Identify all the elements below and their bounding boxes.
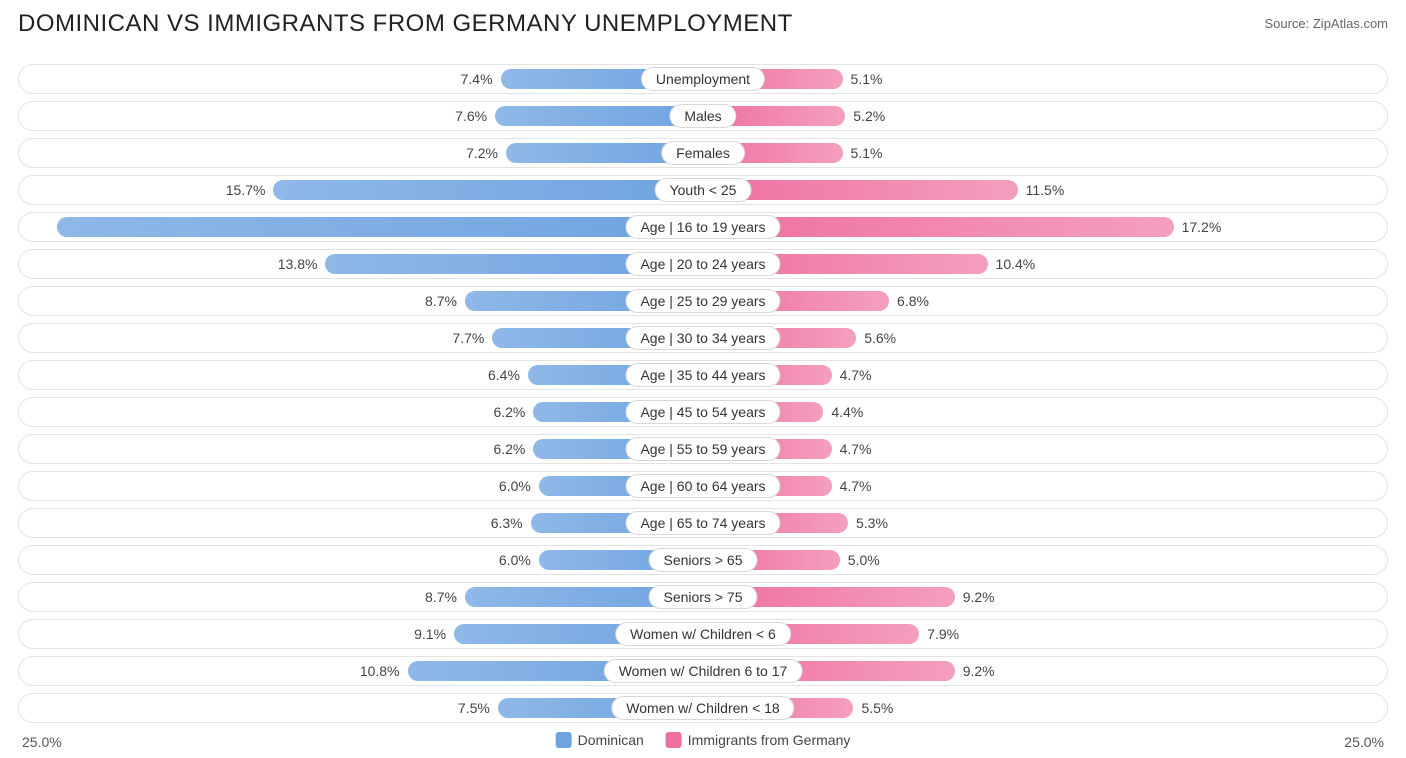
value-right: 4.7% bbox=[840, 361, 872, 389]
legend-swatch-right bbox=[666, 732, 682, 748]
value-left: 13.8% bbox=[278, 250, 318, 278]
source-label: Source: ZipAtlas.com bbox=[1264, 16, 1388, 31]
bar-left bbox=[273, 180, 703, 200]
value-left: 6.2% bbox=[493, 435, 525, 463]
category-label: Age | 16 to 19 years bbox=[625, 215, 780, 239]
category-label: Age | 45 to 54 years bbox=[625, 400, 780, 424]
chart-title: DOMINICAN VS IMMIGRANTS FROM GERMANY UNE… bbox=[18, 10, 793, 38]
category-label: Unemployment bbox=[641, 67, 765, 91]
chart-row: 7.4% 5.1% Unemployment bbox=[18, 64, 1388, 94]
chart-row: 6.4% 4.7% Age | 35 to 44 years bbox=[18, 360, 1388, 390]
value-left: 6.0% bbox=[499, 546, 531, 574]
category-label: Age | 30 to 34 years bbox=[625, 326, 780, 350]
category-label: Age | 55 to 59 years bbox=[625, 437, 780, 461]
chart-row: 6.2% 4.4% Age | 45 to 54 years bbox=[18, 397, 1388, 427]
value-left: 6.0% bbox=[499, 472, 531, 500]
value-right: 5.6% bbox=[864, 324, 896, 352]
value-right: 5.2% bbox=[853, 102, 885, 130]
legend-swatch-left bbox=[556, 732, 572, 748]
value-left: 15.7% bbox=[226, 176, 266, 204]
chart-row: 8.7% 6.8% Age | 25 to 29 years bbox=[18, 286, 1388, 316]
chart-row: 7.7% 5.6% Age | 30 to 34 years bbox=[18, 323, 1388, 353]
value-left: 7.6% bbox=[455, 102, 487, 130]
chart-row: 6.0% 4.7% Age | 60 to 64 years bbox=[18, 471, 1388, 501]
value-left: 6.2% bbox=[493, 398, 525, 426]
category-label: Age | 60 to 64 years bbox=[625, 474, 780, 498]
value-right: 4.7% bbox=[840, 472, 872, 500]
chart-header: DOMINICAN VS IMMIGRANTS FROM GERMANY UNE… bbox=[18, 10, 1388, 38]
axis-right-max: 25.0% bbox=[1344, 734, 1384, 750]
category-label: Women w/ Children 6 to 17 bbox=[604, 659, 803, 683]
legend-label-left: Dominican bbox=[578, 732, 644, 748]
value-right: 4.4% bbox=[831, 398, 863, 426]
legend-item-right: Immigrants from Germany bbox=[666, 732, 851, 748]
value-right: 4.7% bbox=[840, 435, 872, 463]
value-right: 5.1% bbox=[851, 65, 883, 93]
category-label: Seniors > 75 bbox=[649, 585, 758, 609]
category-label: Females bbox=[661, 141, 745, 165]
category-label: Males bbox=[669, 104, 736, 128]
axis-left-max: 25.0% bbox=[22, 734, 62, 750]
legend: Dominican Immigrants from Germany bbox=[556, 732, 851, 748]
value-right: 6.8% bbox=[897, 287, 929, 315]
value-right: 9.2% bbox=[963, 657, 995, 685]
value-right: 17.2% bbox=[1182, 213, 1222, 241]
legend-item-left: Dominican bbox=[556, 732, 644, 748]
value-left: 8.7% bbox=[425, 287, 457, 315]
category-label: Women w/ Children < 18 bbox=[611, 696, 794, 720]
bar-left bbox=[57, 217, 703, 237]
chart-row: 8.7% 9.2% Seniors > 75 bbox=[18, 582, 1388, 612]
chart-footer: 25.0% Dominican Immigrants from Germany … bbox=[18, 730, 1388, 758]
category-label: Age | 35 to 44 years bbox=[625, 363, 780, 387]
value-right: 5.0% bbox=[848, 546, 880, 574]
chart-row: 23.6%17.2%Age | 16 to 19 years bbox=[18, 212, 1388, 242]
value-left: 7.2% bbox=[466, 139, 498, 167]
value-left: 10.8% bbox=[360, 657, 400, 685]
value-left: 9.1% bbox=[414, 620, 446, 648]
chart-row: 9.1% 7.9% Women w/ Children < 6 bbox=[18, 619, 1388, 649]
diverging-bar-chart: 7.4% 5.1% Unemployment 7.6% 5.2% Males 7.2% 5.1… bbox=[18, 64, 1388, 723]
chart-row: 7.6% 5.2% Males bbox=[18, 101, 1388, 131]
value-left: 7.4% bbox=[461, 65, 493, 93]
category-label: Age | 20 to 24 years bbox=[625, 252, 780, 276]
category-label: Women w/ Children < 6 bbox=[615, 622, 791, 646]
value-right: 5.3% bbox=[856, 509, 888, 537]
chart-row: 15.7% 11.5% Youth < 25 bbox=[18, 175, 1388, 205]
value-right: 10.4% bbox=[996, 250, 1036, 278]
value-left: 7.7% bbox=[452, 324, 484, 352]
value-right: 11.5% bbox=[1026, 176, 1065, 204]
value-left: 6.4% bbox=[488, 361, 520, 389]
value-left: 7.5% bbox=[458, 694, 490, 722]
value-left: 6.3% bbox=[491, 509, 523, 537]
chart-row: 6.0% 5.0% Seniors > 65 bbox=[18, 545, 1388, 575]
value-right: 5.5% bbox=[861, 694, 893, 722]
chart-row: 13.8% 10.4% Age | 20 to 24 years bbox=[18, 249, 1388, 279]
value-right: 7.9% bbox=[927, 620, 959, 648]
chart-row: 10.8% 9.2% Women w/ Children 6 to 17 bbox=[18, 656, 1388, 686]
value-left: 8.7% bbox=[425, 583, 457, 611]
category-label: Age | 25 to 29 years bbox=[625, 289, 780, 313]
chart-row: 7.2% 5.1% Females bbox=[18, 138, 1388, 168]
category-label: Seniors > 65 bbox=[649, 548, 758, 572]
value-right: 5.1% bbox=[851, 139, 883, 167]
chart-row: 7.5% 5.5% Women w/ Children < 18 bbox=[18, 693, 1388, 723]
chart-row: 6.2% 4.7% Age | 55 to 59 years bbox=[18, 434, 1388, 464]
legend-label-right: Immigrants from Germany bbox=[688, 732, 851, 748]
category-label: Age | 65 to 74 years bbox=[625, 511, 780, 535]
value-right: 9.2% bbox=[963, 583, 995, 611]
chart-row: 6.3% 5.3% Age | 65 to 74 years bbox=[18, 508, 1388, 538]
category-label: Youth < 25 bbox=[655, 178, 752, 202]
